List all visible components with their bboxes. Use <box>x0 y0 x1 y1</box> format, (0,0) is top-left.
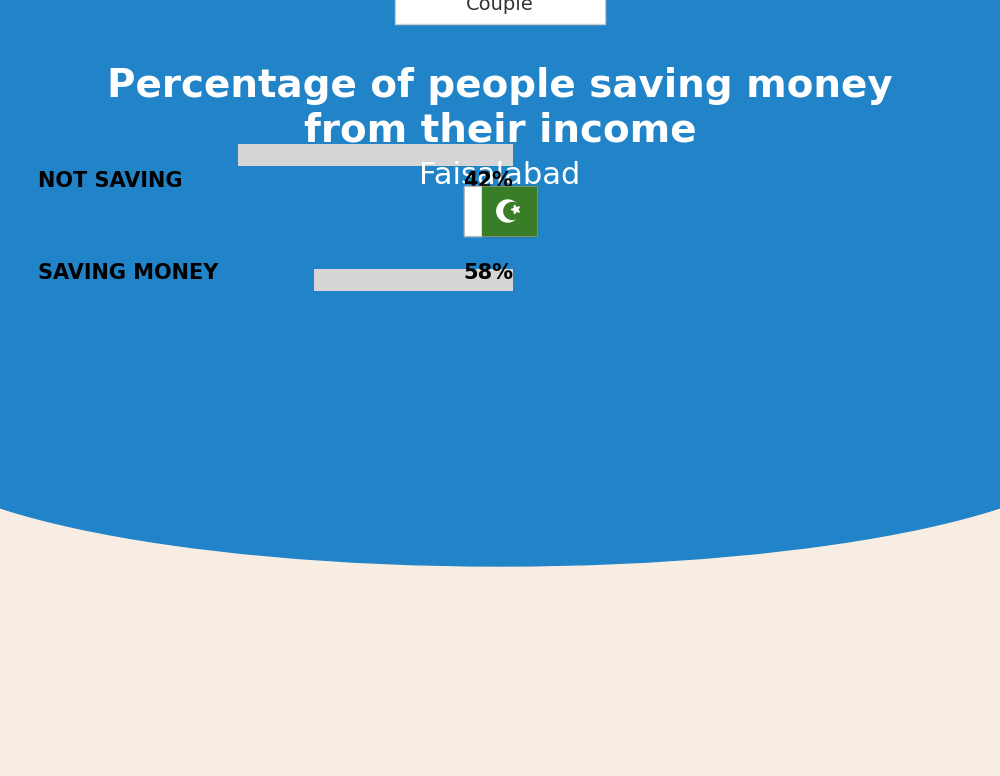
Text: Percentage of people saving money: Percentage of people saving money <box>107 67 893 105</box>
Text: 58%: 58% <box>463 263 513 283</box>
Text: from their income: from their income <box>304 112 696 150</box>
Text: Couple: Couple <box>466 0 534 15</box>
FancyBboxPatch shape <box>395 0 605 24</box>
Text: Faisalabad: Faisalabad <box>419 161 581 190</box>
Bar <box>464 186 482 236</box>
Bar <box>38 269 314 291</box>
Polygon shape <box>511 205 519 213</box>
Circle shape <box>497 200 519 222</box>
Bar <box>38 144 513 166</box>
Text: SAVING MONEY: SAVING MONEY <box>38 263 218 283</box>
Ellipse shape <box>0 306 1000 566</box>
Text: 42%: 42% <box>463 171 513 191</box>
Bar <box>482 186 537 236</box>
Bar <box>464 186 537 236</box>
Circle shape <box>504 203 521 220</box>
Bar <box>38 269 513 291</box>
Bar <box>0 0 1000 436</box>
Bar <box>38 144 238 166</box>
Text: NOT SAVING: NOT SAVING <box>38 171 182 191</box>
